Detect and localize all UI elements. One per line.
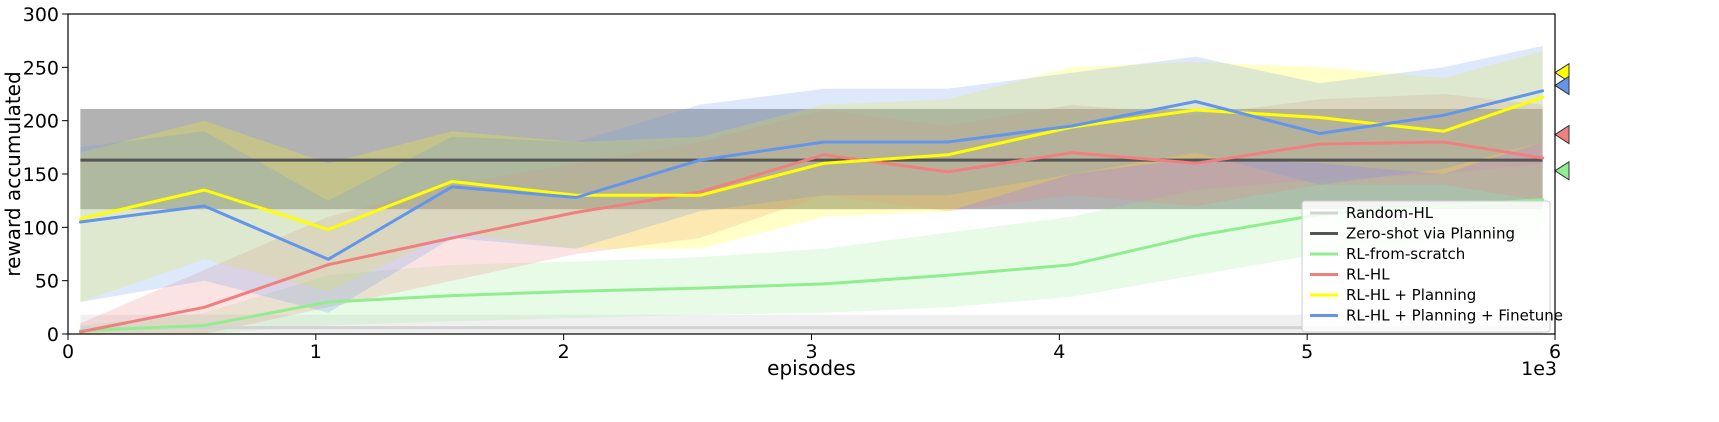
x-tick-label: 1 [310,341,322,363]
legend-label: Random-HL [1346,204,1434,222]
x-axis-label: episodes [767,356,856,380]
tick-layer: 0 1 2 3 4 5 6 0 50 100 150 200 250 300 [23,4,1561,363]
y-tick-label: 50 [35,271,59,293]
legend-label: RL-from-scratch [1346,245,1465,263]
y-tick-label: 300 [23,4,59,26]
y-tick-label: 150 [23,164,59,186]
legend-box [1301,200,1551,333]
y-axis-label: reward accumulated [1,71,25,276]
x-tick-label: 4 [1053,341,1065,363]
x-tick-label: 5 [1301,341,1313,363]
y-tick-label: 100 [23,217,59,239]
legend-label: RL-HL [1346,266,1390,284]
x-tick-label: 3 [805,341,817,363]
series-line-4 [78,95,1545,231]
x-tick-label: 0 [62,341,74,363]
legend-label: RL-HL + Planning + Finetune [1346,307,1563,325]
series-band-0 [80,314,1543,334]
x-tick-label: 6 [1549,341,1561,363]
legend-label: Zero-shot via Planning [1346,225,1515,243]
series-line-3 [78,140,1545,334]
series-band-2 [80,163,1543,334]
marker-layer [1554,62,1570,181]
legend-label: RL-HL + Planning [1346,286,1476,304]
series-marker-2 [1554,160,1570,181]
series-marker-5 [1554,75,1570,96]
series-band-3 [80,94,1543,334]
y-tick-label: 200 [23,111,59,133]
series-line-5 [78,89,1545,261]
y-tick-label: 250 [23,57,59,79]
series-marker-4 [1554,62,1570,83]
legend: Random-HL Zero-shot via Planning RL-from-s… [1301,200,1563,333]
y-tick-label: 0 [47,324,59,346]
x-tick-label: 2 [558,341,570,363]
series-marker-3 [1554,124,1570,145]
x-axis-multiplier: 1e3 [1521,358,1557,380]
